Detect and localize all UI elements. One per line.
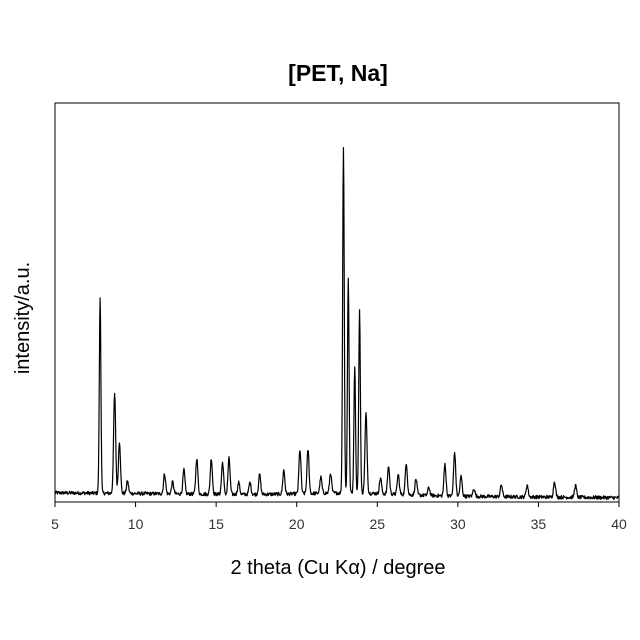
- x-tick-label: 15: [208, 516, 224, 532]
- x-tick-label: 10: [128, 516, 144, 532]
- x-tick-label: 40: [611, 516, 627, 532]
- x-tick-label: 35: [531, 516, 547, 532]
- x-tick-label: 5: [51, 516, 59, 532]
- x-axis: 5 10 15 20 25 30 35 40: [51, 502, 627, 532]
- x-tick-label: 20: [289, 516, 305, 532]
- diffraction-pattern-line: [55, 148, 619, 500]
- y-axis-label: intensity/a.u.: [12, 262, 34, 374]
- chart-title: [PET, Na]: [288, 60, 388, 86]
- x-axis-label: 2 theta (Cu Kα) / degree: [230, 557, 445, 579]
- x-tick-label: 25: [369, 516, 385, 532]
- x-tick-label: 30: [450, 516, 466, 532]
- plot-frame: [55, 103, 619, 502]
